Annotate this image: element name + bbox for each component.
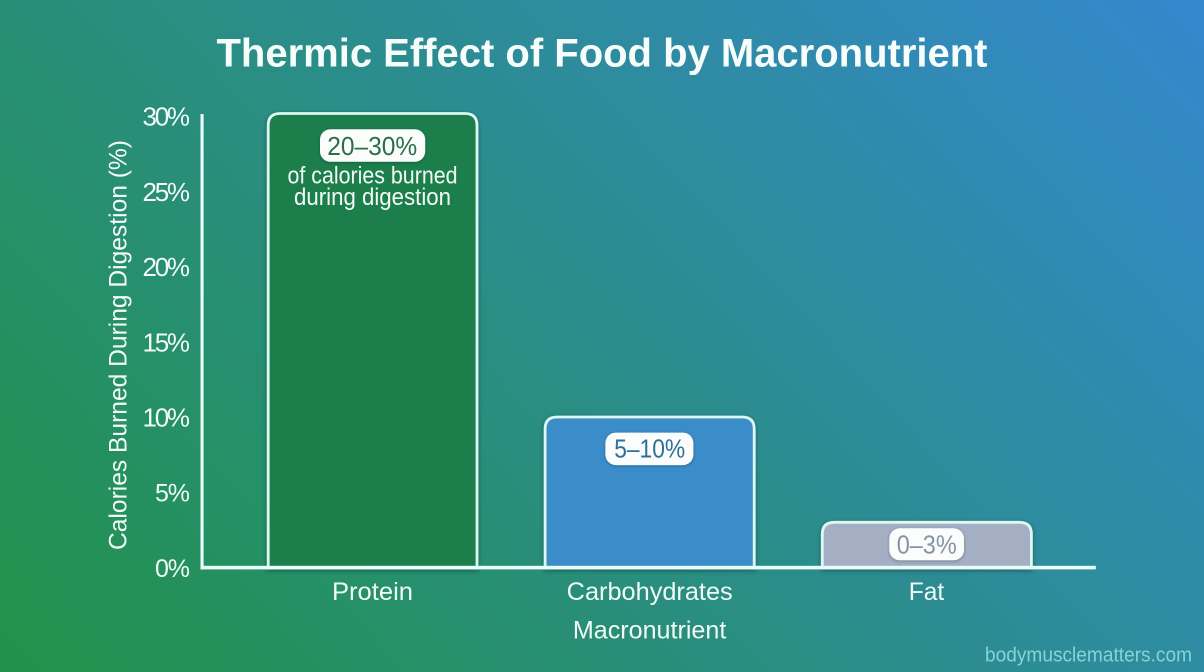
svg-text:25%: 25% <box>143 177 191 207</box>
svg-text:Carbohydrates: Carbohydrates <box>567 578 733 606</box>
svg-text:5–10%: 5–10% <box>614 434 685 464</box>
svg-text:15%: 15% <box>143 327 191 357</box>
svg-text:10%: 10% <box>143 403 191 433</box>
svg-text:0%: 0% <box>155 555 190 583</box>
svg-text:Protein: Protein <box>332 578 413 606</box>
svg-text:Macronutrient: Macronutrient <box>573 617 727 645</box>
svg-text:20%: 20% <box>143 252 191 282</box>
svg-text:5%: 5% <box>155 480 190 508</box>
svg-text:20–30%: 20–30% <box>327 131 417 161</box>
svg-text:of calories burned: of calories burned <box>288 163 458 190</box>
svg-text:Fat: Fat <box>909 578 945 606</box>
svg-text:Calories Burned During Digesti: Calories Burned During Digestion (%) <box>104 140 132 550</box>
svg-text:Thermic Effect of Food by Macr: Thermic Effect of Food by Macronutrient <box>217 32 988 76</box>
svg-text:during digestion: during digestion <box>294 184 451 211</box>
svg-text:bodymusclematters.com: bodymusclematters.com <box>985 645 1192 667</box>
svg-text:0–3%: 0–3% <box>897 530 957 560</box>
svg-text:30%: 30% <box>143 102 191 132</box>
